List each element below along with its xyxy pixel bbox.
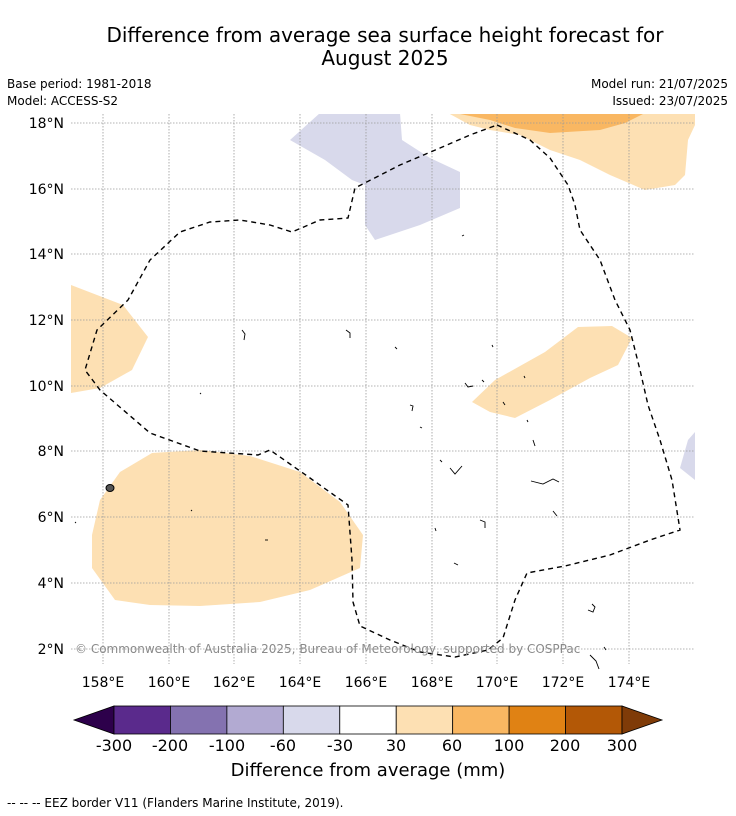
lon-label: 174°E — [608, 675, 651, 691]
base-period-label: Base period: 1981-2018 — [7, 77, 152, 91]
colorbar-swatch — [508, 705, 566, 735]
lon-label: 162°E — [213, 675, 256, 691]
lat-label: 6°N — [38, 510, 64, 526]
graticule — [71, 114, 695, 664]
negative-anomaly-area-north — [290, 114, 460, 240]
lon-label: 166°E — [345, 675, 388, 691]
lat-label: 12°N — [29, 313, 64, 329]
lon-label: 164°E — [279, 675, 322, 691]
model-run-label: Model run: 21/07/2025 — [590, 77, 728, 91]
map-title-line-1: Difference from average sea surface heig… — [106, 23, 664, 47]
lat-label: 14°N — [29, 247, 64, 263]
model-label: Model: ACCESS-S2 — [7, 94, 119, 108]
lat-label: 16°N — [29, 182, 64, 198]
colorbar-swatch — [452, 705, 510, 735]
colorbar-swatch — [282, 705, 341, 735]
colorbar-extend-low — [72, 705, 115, 735]
colorbar-tick-label: -300 — [96, 736, 132, 755]
lon-label: 168°E — [411, 675, 454, 691]
positive-anomaly-area-south — [92, 450, 363, 606]
negative-anomaly-area-east — [680, 432, 695, 480]
colorbar-swatch — [226, 705, 284, 735]
colorbar-swatch — [339, 705, 397, 735]
eez-legend-note: -- -- -- EEZ border V11 (Flanders Marine… — [7, 796, 344, 810]
colorbar-swatch — [170, 705, 228, 735]
lat-label: 4°N — [38, 576, 64, 592]
colorbar-tick-label: 100 — [494, 736, 525, 755]
lon-label: 160°E — [148, 675, 191, 691]
positive-anomaly-area-northeast — [449, 114, 695, 190]
copyright-notice: © Commonwealth of Australia 2025, Bureau… — [75, 642, 580, 656]
colorbar-swatch — [395, 705, 454, 735]
colorbar-tick-label: -60 — [270, 736, 296, 755]
map-title-line-2: August 2025 — [321, 46, 449, 70]
issued-label: Issued: 23/07/2025 — [612, 94, 728, 108]
colorbar-title: Difference from average (mm) — [230, 760, 506, 781]
colorbar-tick-label: 60 — [442, 736, 462, 755]
eez-border — [84, 124, 681, 658]
colorbar-tick-label: 200 — [550, 736, 581, 755]
colorbar-swatch — [113, 705, 171, 735]
lat-label: 8°N — [38, 444, 64, 460]
colorbar-tick-label: -30 — [327, 736, 353, 755]
positive-anomaly-area-northeast-core — [460, 114, 643, 133]
lat-label: 18°N — [29, 116, 64, 132]
positive-anomaly-area-east — [472, 326, 632, 418]
island-outline — [105, 484, 115, 492]
lon-label: 170°E — [476, 675, 519, 691]
lat-label: 10°N — [29, 379, 64, 395]
lat-label: 2°N — [38, 642, 64, 658]
positive-anomaly-area-west — [71, 285, 148, 393]
colorbar-tick-label: 300 — [607, 736, 638, 755]
colorbar-tick-label: -200 — [152, 736, 188, 755]
anomaly-layer — [71, 114, 695, 606]
colorbar — [72, 705, 664, 735]
lon-label: 172°E — [542, 675, 585, 691]
colorbar-swatch — [565, 705, 623, 735]
colorbar-tick-label: 30 — [386, 736, 406, 755]
colorbar-tick-label: -100 — [209, 736, 245, 755]
islands — [74, 234, 607, 670]
colorbar-extend-high — [621, 705, 664, 735]
lon-label: 158°E — [82, 675, 125, 691]
